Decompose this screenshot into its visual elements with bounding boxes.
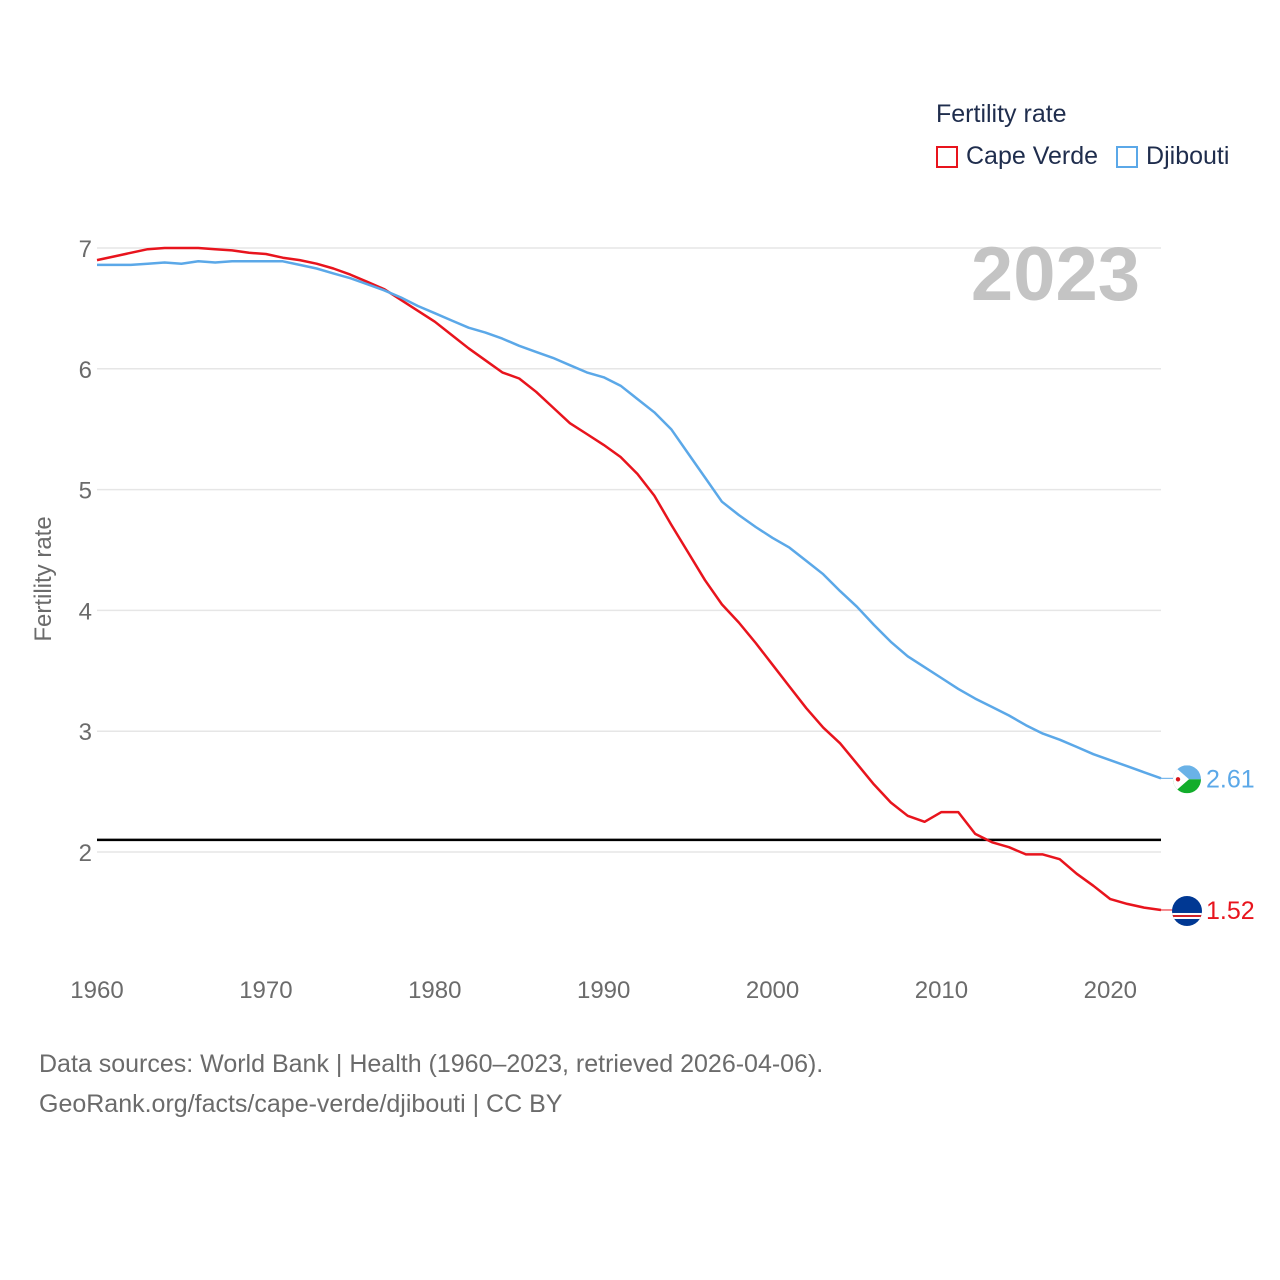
y-tick-2: 2 bbox=[79, 840, 92, 867]
legend-swatch-cape-verde bbox=[936, 145, 958, 168]
y-tick-5: 5 bbox=[79, 478, 92, 505]
data-sources: Data sources: World Bank | Health (1960–… bbox=[39, 1044, 823, 1124]
y-axis-label: Fertility rate bbox=[30, 516, 57, 641]
x-tick-2010: 2010 bbox=[915, 977, 968, 1004]
legend-label-djibouti: Djibouti bbox=[1146, 142, 1230, 170]
series-lines bbox=[96, 246, 1173, 912]
x-tick-1970: 1970 bbox=[239, 977, 292, 1004]
y-tick-3: 3 bbox=[79, 719, 92, 746]
x-tick-2020: 2020 bbox=[1084, 977, 1137, 1004]
legend-title: Fertility rate bbox=[936, 100, 1067, 128]
legend-item-djibouti[interactable]: Djibouti bbox=[1116, 142, 1229, 171]
x-tick-2000: 2000 bbox=[746, 977, 799, 1004]
x-tick-1960: 1960 bbox=[70, 977, 123, 1004]
end-labels: 1.52 2.61 bbox=[1206, 765, 1255, 925]
legend-label-cape-verde: Cape Verde bbox=[966, 142, 1099, 170]
year-label: 2023 bbox=[971, 232, 1140, 317]
y-tick-7: 7 bbox=[79, 236, 92, 263]
legend-swatch-djibouti bbox=[1116, 145, 1139, 168]
legend: Cape Verde Djibouti bbox=[936, 142, 1229, 171]
sources-line-2: GeoRank.org/facts/cape-verde/djibouti | … bbox=[39, 1090, 563, 1118]
x-tick-labels: 1960 1970 1980 1990 2000 2010 2020 bbox=[70, 977, 1137, 1004]
djibouti-flag-icon bbox=[1173, 765, 1201, 794]
y-tick-6: 6 bbox=[79, 357, 92, 384]
y-tick-4: 4 bbox=[79, 598, 92, 625]
grid-lines bbox=[97, 247, 1161, 853]
x-tick-1990: 1990 bbox=[577, 977, 630, 1004]
legend-item-cape-verde[interactable]: Cape Verde bbox=[936, 142, 1098, 171]
cape-verde-flag-icon bbox=[1172, 895, 1202, 926]
end-label-djibouti: 2.61 bbox=[1206, 765, 1255, 793]
series-line-cape-verde[interactable] bbox=[96, 246, 1162, 912]
end-label-cape-verde: 1.52 bbox=[1206, 897, 1255, 925]
series-line-djibouti[interactable] bbox=[97, 260, 1162, 780]
flag-markers bbox=[1172, 765, 1202, 926]
sources-line-1: Data sources: World Bank | Health (1960–… bbox=[39, 1050, 824, 1078]
y-tick-labels: 2 3 4 5 6 7 bbox=[79, 236, 92, 867]
x-tick-1980: 1980 bbox=[408, 977, 461, 1004]
